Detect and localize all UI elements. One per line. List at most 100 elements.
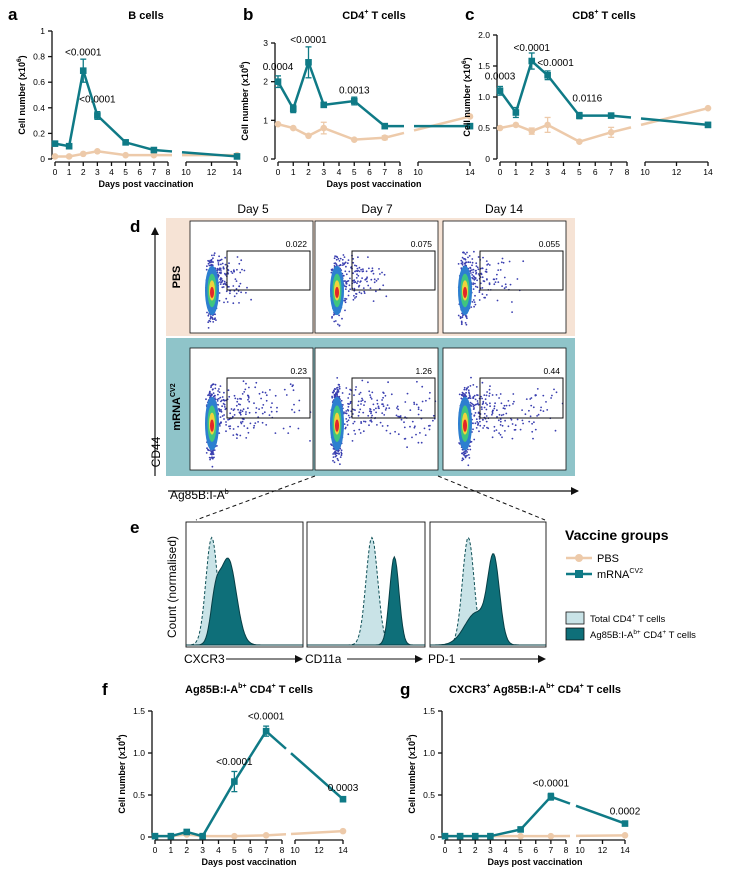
cell-dot <box>260 398 262 400</box>
cell-dot <box>287 432 289 434</box>
chart-title-text: CXCR3 <box>449 684 486 696</box>
cell-dot <box>283 428 285 430</box>
data-point <box>622 820 629 827</box>
panel-letter-f: f <box>102 680 108 699</box>
x-tick-label: 8 <box>625 167 630 177</box>
cell-dot <box>370 287 372 289</box>
cell-dot <box>262 422 264 424</box>
cell-dot <box>347 424 349 426</box>
legend-pbs-marker <box>575 554 583 562</box>
cell-dot <box>401 419 403 421</box>
cell-dot <box>355 270 357 272</box>
cell-dot <box>538 414 540 416</box>
cell-dot <box>469 261 471 263</box>
cell-dot <box>349 284 351 286</box>
cell-dot <box>298 410 300 412</box>
cell-dot <box>415 434 417 436</box>
x-tick-label: 12 <box>672 167 682 177</box>
cell-dot <box>514 429 516 431</box>
series-mrna <box>497 53 712 128</box>
cell-dot <box>362 412 364 414</box>
cell-dot <box>474 283 476 285</box>
cell-dot <box>383 414 385 416</box>
cell-dot <box>377 403 379 405</box>
cell-dot <box>205 398 207 400</box>
x-tick-label: 2 <box>184 845 189 855</box>
cell-dot <box>469 255 471 257</box>
cell-dot <box>496 429 498 431</box>
panel-letter-d: d <box>130 217 140 236</box>
cell-dot <box>529 398 531 400</box>
cell-dot <box>222 415 224 417</box>
data-point <box>528 58 535 65</box>
x-tick-label: 0 <box>153 845 158 855</box>
cell-dot <box>495 281 497 283</box>
cell-dot <box>481 398 483 400</box>
cell-dot <box>404 427 406 429</box>
x-tick-label: 10 <box>181 167 191 177</box>
cell-dot <box>522 260 524 262</box>
cell-dot <box>407 393 409 395</box>
cell-dot <box>366 270 368 272</box>
cell-dot <box>360 432 362 434</box>
x-tick-label: 4 <box>337 167 342 177</box>
cell-dot <box>350 401 352 403</box>
cell-dot <box>237 398 239 400</box>
y-tick-label: 1.5 <box>423 706 435 716</box>
cell-dot <box>462 257 464 259</box>
p-value-annotation: 0.0003 <box>485 72 516 83</box>
cell-dot <box>416 404 418 406</box>
cell-dot <box>269 414 271 416</box>
density-core <box>210 287 214 298</box>
cell-dot <box>505 286 507 288</box>
cell-dot <box>223 400 225 402</box>
cell-dot <box>234 295 236 297</box>
cell-dot <box>356 273 358 275</box>
cell-dot <box>207 315 209 317</box>
y-tick-label: 1 <box>40 26 45 36</box>
cell-dot <box>214 313 216 315</box>
cell-dot <box>365 421 367 423</box>
cell-dot <box>342 259 344 261</box>
cell-dot <box>403 421 405 423</box>
x-tick-label: 0 <box>498 167 503 177</box>
panel-letter-g: g <box>400 680 410 699</box>
cell-dot <box>540 409 542 411</box>
cell-dot <box>385 409 387 411</box>
row-label-mrna-sup: CV2 <box>170 383 177 397</box>
cell-dot <box>521 409 523 411</box>
cell-dot <box>225 298 227 300</box>
cell-dot <box>418 414 420 416</box>
cell-dot <box>244 270 246 272</box>
cell-dot <box>517 278 519 280</box>
cell-dot <box>234 414 236 416</box>
cell-dot <box>357 280 359 282</box>
cell-dot <box>461 317 463 319</box>
cell-dot <box>232 272 234 274</box>
cell-dot <box>421 442 423 444</box>
cell-dot <box>470 385 472 387</box>
data-point <box>305 133 312 140</box>
cell-dot <box>240 283 242 285</box>
cell-dot <box>340 456 342 458</box>
cell-dot <box>343 254 345 256</box>
cell-dot <box>345 387 347 389</box>
cell-dot <box>379 273 381 275</box>
cell-dot <box>219 425 221 427</box>
cell-dot <box>511 301 513 303</box>
y-axis-label-text: Cell number (x10 <box>462 64 472 137</box>
cell-dot <box>348 415 350 417</box>
data-point <box>548 833 555 840</box>
cell-dot <box>486 415 488 417</box>
cell-dot <box>254 386 256 388</box>
cell-dot <box>486 404 488 406</box>
data-point <box>340 796 347 803</box>
cell-dot <box>332 460 334 462</box>
cell-dot <box>467 464 469 466</box>
x-tick-label: 8 <box>398 167 403 177</box>
cell-dot <box>214 252 216 254</box>
cell-dot <box>370 412 372 414</box>
cell-dot <box>386 430 388 432</box>
cell-dot <box>233 269 235 271</box>
